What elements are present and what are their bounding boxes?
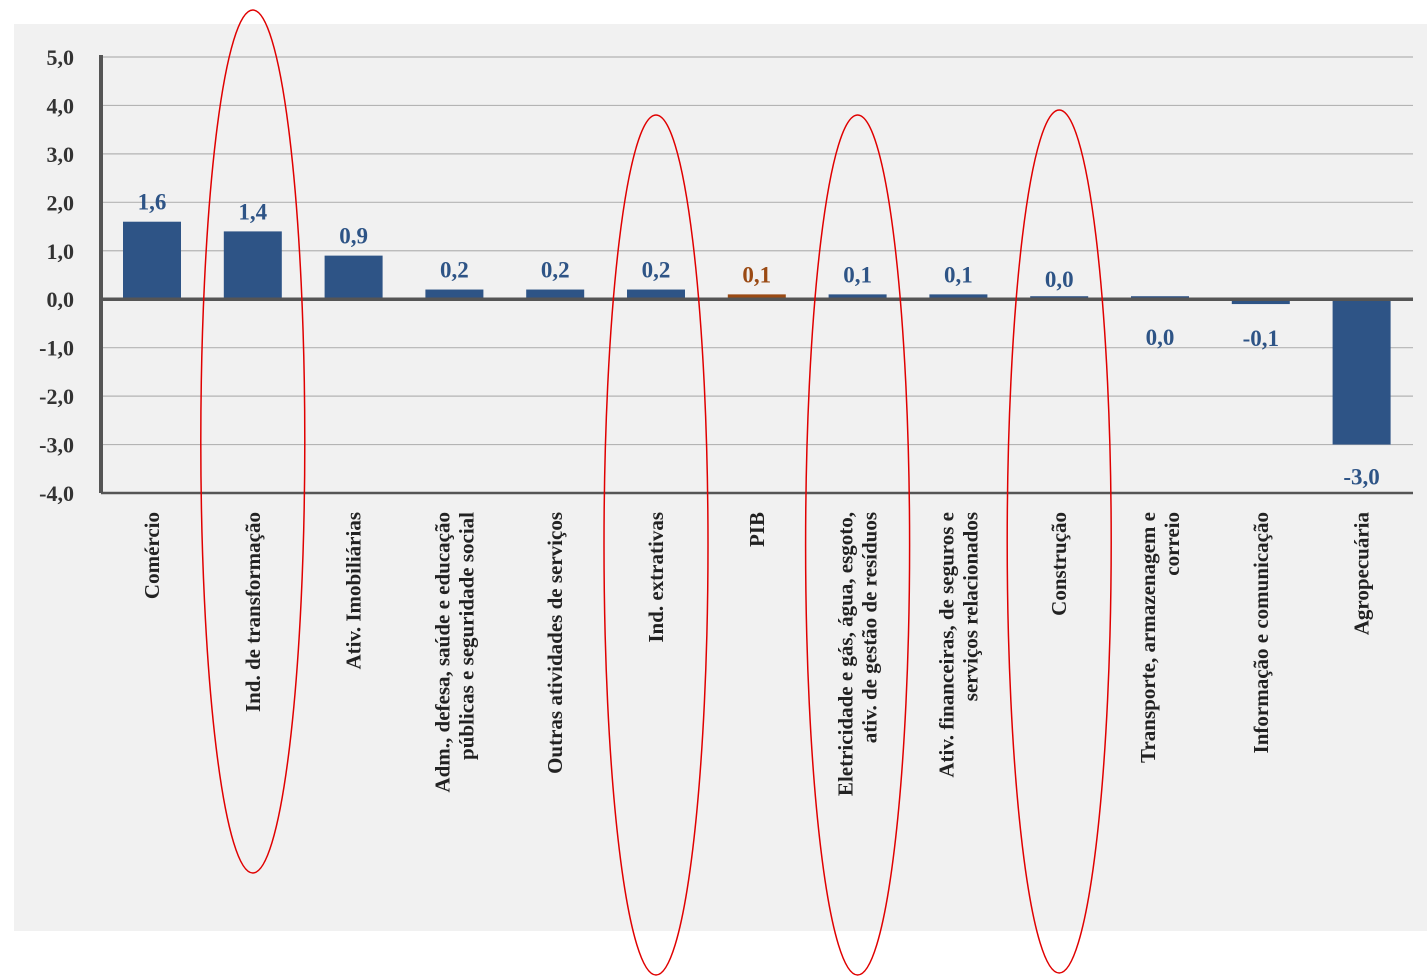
category-label: Adm., defesa, saúde e educação públicas e… bbox=[430, 512, 478, 793]
category-label-line: Ind. extrativas bbox=[644, 512, 668, 643]
bar bbox=[425, 289, 484, 300]
annotation-ellipse bbox=[603, 114, 709, 976]
category-labels: Comércio Ind. de transformação Ativ. Imobi… bbox=[140, 512, 1374, 797]
y-tick-label: -4,0 bbox=[39, 481, 74, 506]
annotation-ellipse bbox=[804, 114, 911, 976]
data-label: 1,4 bbox=[238, 199, 267, 224]
y-tick-label: -3,0 bbox=[39, 433, 74, 458]
category-label-line: públicas e seguridade social bbox=[454, 512, 478, 760]
category-label-line: ativ. de gestão de resíduos bbox=[858, 512, 882, 743]
category-label: Agropecuária bbox=[1350, 512, 1374, 636]
y-axis-tick-labels: 5,0 4,0 3,0 2,0 1,0 0,0 -1,0 -2,0 -3,0 -4,0 bbox=[39, 45, 74, 506]
category-label-line: Ativ. financeiras, de seguros e bbox=[934, 512, 958, 778]
category-label-line: Eletricidade e gás, água, esgoto, bbox=[834, 512, 858, 796]
category-label-line: Comércio bbox=[140, 512, 164, 599]
category-label: Construção bbox=[1047, 512, 1071, 616]
data-label: 0,2 bbox=[541, 258, 570, 283]
category-label: Informação e comunicação bbox=[1249, 512, 1273, 753]
category-label-line: Construção bbox=[1047, 512, 1071, 616]
bar bbox=[828, 294, 887, 300]
category-label-line: serviços relacionados bbox=[958, 512, 982, 701]
y-tick-label: 3,0 bbox=[47, 142, 75, 167]
y-tick-label: 1,0 bbox=[47, 239, 75, 264]
category-label: Eletricidade e gás, água, esgoto, ativ. d… bbox=[834, 512, 882, 796]
y-tick-label: -2,0 bbox=[39, 384, 74, 409]
bar bbox=[223, 231, 282, 300]
data-label: 1,6 bbox=[138, 190, 167, 215]
bar bbox=[727, 294, 786, 300]
category-label: Comércio bbox=[140, 512, 164, 599]
category-label: Ativ. financeiras, de seguros e serviços … bbox=[934, 512, 982, 778]
y-tick-label: 4,0 bbox=[47, 93, 75, 118]
category-label-line: Transporte, armazenagem e bbox=[1136, 512, 1160, 763]
gridlines bbox=[101, 56, 1413, 446]
y-tick-label: 0,0 bbox=[47, 287, 75, 312]
bar bbox=[526, 289, 585, 300]
category-label: Ind. de transformação bbox=[241, 512, 265, 712]
category-label: PIB bbox=[745, 512, 769, 547]
bar bbox=[324, 255, 383, 300]
axes bbox=[99, 55, 1413, 495]
y-tick-label: 2,0 bbox=[47, 190, 75, 215]
category-label: Ativ. Imobiliárias bbox=[342, 512, 366, 670]
chart-background bbox=[14, 24, 1427, 931]
data-label: 0,1 bbox=[944, 262, 973, 287]
data-label: -3,0 bbox=[1343, 465, 1379, 490]
data-label: 0,9 bbox=[339, 224, 368, 249]
data-label: 0,1 bbox=[742, 262, 771, 287]
data-label: -0,1 bbox=[1243, 326, 1279, 351]
category-label: Outras atividades de serviços bbox=[543, 512, 567, 774]
category-label-line: Ind. de transformação bbox=[241, 512, 265, 712]
bar bbox=[1332, 299, 1391, 445]
data-label: 0,2 bbox=[440, 258, 469, 283]
category-label-line: PIB bbox=[745, 512, 769, 547]
bar bbox=[627, 289, 685, 300]
annotation-ellipses bbox=[200, 9, 1112, 976]
data-labels: 1,6 1,4 0,9 0,2 0,2 0,2 0,1 0,1 0,1 0,0 0,0 -0,1 -3,… bbox=[138, 190, 1380, 490]
category-label-line: Informação e comunicação bbox=[1249, 512, 1273, 753]
category-label-line: Adm., defesa, saúde e educação bbox=[430, 512, 454, 793]
bars bbox=[123, 221, 1391, 445]
bar bbox=[929, 294, 988, 300]
category-label-line: Ativ. Imobiliárias bbox=[342, 512, 366, 670]
category-label-line: Agropecuária bbox=[1350, 512, 1374, 636]
data-label: 0,2 bbox=[642, 258, 671, 283]
bar bbox=[1231, 299, 1290, 305]
y-tick-label: -1,0 bbox=[39, 336, 74, 361]
bar bbox=[123, 221, 181, 300]
data-label: 0,0 bbox=[1146, 325, 1175, 350]
category-label: Transporte, armazenagem e correio bbox=[1136, 512, 1184, 763]
y-tick-label: 5,0 bbox=[47, 45, 75, 70]
annotation-ellipse bbox=[200, 9, 306, 874]
data-label: 0,1 bbox=[843, 262, 872, 287]
category-label-line: correio bbox=[1160, 512, 1184, 576]
category-label: Ind. extrativas bbox=[644, 512, 668, 643]
category-label-line: Outras atividades de serviços bbox=[543, 512, 567, 774]
annotation-ellipse bbox=[1006, 109, 1112, 974]
data-label: 0,0 bbox=[1045, 267, 1074, 292]
